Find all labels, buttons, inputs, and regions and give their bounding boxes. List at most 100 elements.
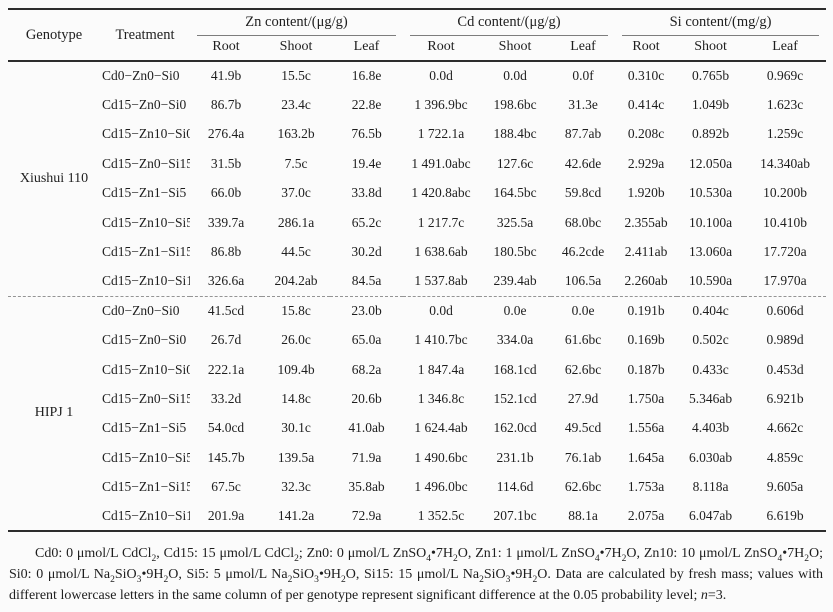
column-group-si-content: Si content/(mg/g) bbox=[615, 9, 826, 36]
value-cell: 87.7ab bbox=[564, 126, 602, 142]
value-cell: 276.4a bbox=[207, 126, 245, 142]
treatment-cell: Cd15−Zn10−Si5 bbox=[102, 214, 190, 230]
treatment-cell: Cd15−Zn1−Si5 bbox=[102, 185, 187, 201]
value-cell: 145.7b bbox=[207, 449, 245, 465]
value-cell: 23.0b bbox=[330, 295, 404, 326]
table-row: Cd15−Zn0−Si15 31.5b 7.5c 19.4e 1 491.0abc 127… bbox=[8, 149, 826, 178]
value-cell: 86.8b bbox=[210, 244, 242, 260]
table-row: Cd15−Zn10−Si5 145.7b 139.5a 71.9a 1 490.6bc 2… bbox=[8, 443, 826, 472]
value-cell: 33.8d bbox=[351, 185, 382, 201]
value-cell: 0.187b bbox=[627, 361, 665, 377]
value-cell: 72.9a bbox=[351, 508, 382, 524]
value-cell: 106.5a bbox=[564, 273, 602, 289]
value-cell: 1.750a bbox=[627, 390, 665, 406]
value-cell: 32.3c bbox=[281, 479, 311, 495]
value-cell: 1 491.0abc bbox=[411, 155, 471, 171]
value-cell: 139.5a bbox=[277, 449, 315, 465]
value-cell: 14.340ab bbox=[760, 155, 810, 171]
value-cell: 15.8c bbox=[262, 295, 330, 326]
value-cell: 10.590a bbox=[688, 273, 733, 289]
value-cell: 4.403b bbox=[691, 420, 730, 436]
value-cell: 127.6c bbox=[496, 155, 534, 171]
value-cell: 326.6a bbox=[207, 273, 245, 289]
value-cell: 1 624.4ab bbox=[414, 420, 468, 436]
value-cell: 2.411ab bbox=[624, 244, 668, 260]
value-cell: 334.0a bbox=[496, 332, 534, 348]
table-row: Cd15−Zn10−Si0 222.1a 109.4b 68.2a 1 847.4a 16… bbox=[8, 355, 826, 384]
value-cell: 0.208c bbox=[627, 126, 665, 142]
genotype-cell: HIPJ 1 bbox=[8, 295, 100, 532]
value-cell: 22.8e bbox=[351, 97, 382, 113]
treatment-cell: Cd15−Zn10−Si5 bbox=[102, 449, 190, 465]
value-cell: 1 537.8ab bbox=[414, 273, 468, 289]
value-cell: 239.4ab bbox=[493, 273, 537, 289]
value-cell: 59.8cd bbox=[564, 185, 602, 201]
value-cell: 76.5b bbox=[351, 126, 382, 142]
value-cell: 35.8ab bbox=[348, 479, 385, 495]
value-cell: 46.2cde bbox=[561, 244, 605, 260]
value-cell: 286.1a bbox=[277, 214, 315, 230]
value-cell: 0.0d bbox=[403, 295, 480, 326]
value-cell: 66.0b bbox=[210, 185, 242, 201]
treatment-cell: Cd0−Zn0−Si0 bbox=[100, 295, 190, 326]
column-header-zn-shoot: Shoot bbox=[262, 36, 330, 62]
value-cell: 1 352.5c bbox=[417, 508, 465, 524]
value-cell: 13.060a bbox=[688, 244, 733, 260]
value-cell: 0.0d bbox=[503, 68, 527, 84]
column-header-si-root: Root bbox=[615, 36, 678, 62]
value-cell: 16.8e bbox=[351, 68, 382, 84]
value-cell: 31.3e bbox=[568, 97, 598, 113]
value-cell: 1 217.7c bbox=[417, 214, 465, 230]
value-cell: 1 638.6ab bbox=[414, 244, 468, 260]
value-cell: 37.0c bbox=[281, 185, 311, 201]
value-cell: 114.6d bbox=[496, 479, 534, 495]
value-cell: 68.2a bbox=[351, 361, 382, 377]
table-row: Cd15−Zn1−Si15 86.8b 44.5c 30.2d 1 638.6ab 180… bbox=[8, 237, 826, 266]
value-cell: 19.4e bbox=[351, 155, 382, 171]
value-cell: 1 490.6bc bbox=[414, 449, 468, 465]
treatment-cell: Cd15−Zn1−Si15 bbox=[102, 479, 190, 495]
value-cell: 1 346.8c bbox=[417, 390, 465, 406]
value-cell: 23.4c bbox=[281, 97, 311, 113]
value-cell: 207.1bc bbox=[493, 508, 537, 524]
value-cell: 10.100a bbox=[688, 214, 733, 230]
value-cell: 198.6bc bbox=[493, 97, 537, 113]
value-cell: 62.6bc bbox=[564, 361, 602, 377]
value-cell: 1.049b bbox=[691, 97, 730, 113]
value-cell: 41.0ab bbox=[348, 420, 385, 436]
value-cell: 0.433c bbox=[692, 361, 729, 377]
value-cell: 26.0c bbox=[281, 332, 311, 348]
value-cell: 88.1a bbox=[568, 508, 598, 524]
value-cell: 86.7b bbox=[210, 97, 242, 113]
si-content-group-label: Si content/(mg/g) bbox=[622, 10, 820, 36]
value-cell: 20.6b bbox=[351, 390, 382, 406]
value-cell: 164.5bc bbox=[493, 185, 537, 201]
value-cell: 5.346ab bbox=[688, 390, 733, 406]
column-header-si-shoot: Shoot bbox=[677, 36, 745, 62]
value-cell: 325.5a bbox=[496, 214, 534, 230]
value-cell: 2.929a bbox=[627, 155, 665, 171]
value-cell: 0.310c bbox=[627, 68, 665, 84]
value-cell: 1.623c bbox=[766, 97, 804, 113]
value-cell: 30.1c bbox=[281, 420, 311, 436]
value-cell: 62.6bc bbox=[564, 479, 602, 495]
value-cell: 109.4b bbox=[277, 361, 315, 377]
value-cell: 0.404c bbox=[677, 295, 745, 326]
value-cell: 0.606d bbox=[744, 295, 827, 326]
treatment-cell: Cd0−Zn0−Si0 bbox=[102, 68, 180, 84]
column-group-cd-content: Cd content/(μg/g) bbox=[403, 9, 615, 36]
value-cell: 17.970a bbox=[763, 273, 807, 289]
table-row: Cd15−Zn1−Si15 67.5c 32.3c 35.8ab 1 496.0bc 11… bbox=[8, 472, 826, 501]
genotype-cell: Xiushui 110 bbox=[19, 170, 89, 186]
value-cell: 204.2ab bbox=[274, 273, 318, 289]
value-cell: 14.8c bbox=[281, 390, 311, 406]
value-cell: 9.605a bbox=[766, 479, 804, 495]
value-cell: 6.619b bbox=[766, 508, 804, 524]
column-group-zn-content: Zn content/(μg/g) bbox=[190, 9, 403, 36]
table-row: Cd15−Zn10−Si15 326.6a 204.2ab 84.5a 1 537.8a… bbox=[8, 267, 826, 296]
value-cell: 10.200b bbox=[763, 185, 807, 201]
value-cell: 231.1b bbox=[496, 449, 534, 465]
value-cell: 339.7a bbox=[207, 214, 245, 230]
value-cell: 0.169b bbox=[627, 332, 665, 348]
